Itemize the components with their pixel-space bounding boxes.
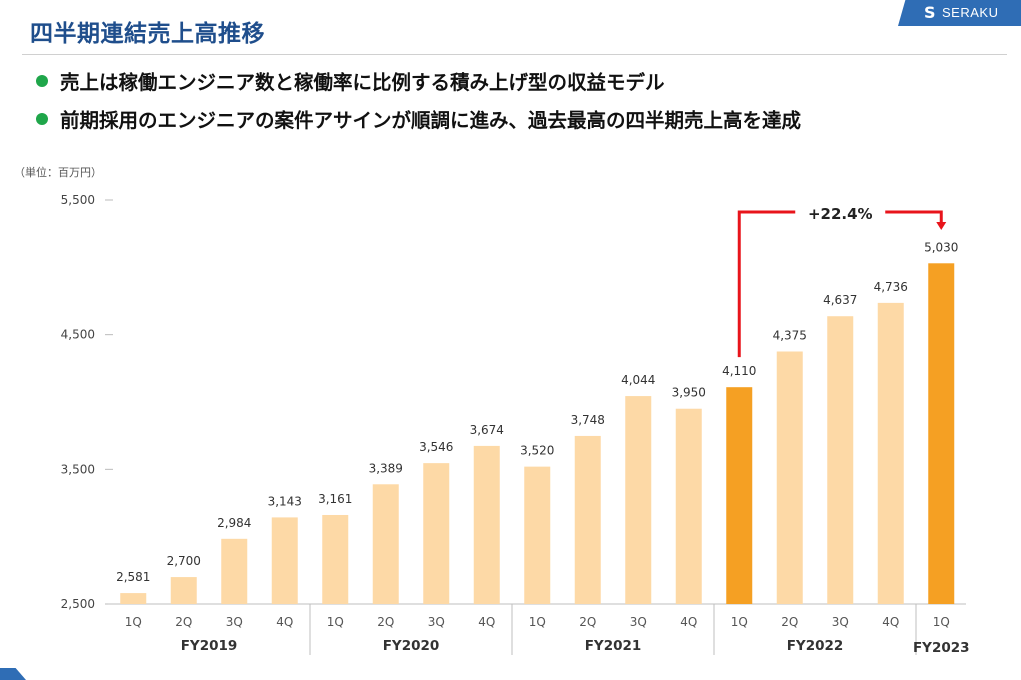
data-label: 3,674 <box>470 423 504 437</box>
fiscal-year-label: FY2021 <box>585 638 642 654</box>
bar <box>776 351 803 604</box>
bar <box>877 302 904 604</box>
x-tick-label: 1Q <box>125 615 142 629</box>
bar <box>221 538 248 604</box>
x-tick-label: 2Q <box>781 615 798 629</box>
x-tick-label: 4Q <box>478 615 495 629</box>
y-tick-label: 2,500 <box>61 597 95 611</box>
logo-mark-icon: S <box>924 3 936 22</box>
x-tick-label: 4Q <box>680 615 697 629</box>
data-label: 3,520 <box>520 444 554 458</box>
data-label: 3,161 <box>318 492 352 506</box>
x-tick-label: 3Q <box>428 615 445 629</box>
x-tick-label: 2Q <box>175 615 192 629</box>
bar <box>120 593 147 604</box>
data-label: 4,044 <box>621 373 655 387</box>
x-tick-label: 1Q <box>327 615 344 629</box>
arrow-head-icon <box>936 222 947 230</box>
bar <box>574 435 601 604</box>
title-divider <box>22 54 1007 55</box>
fiscal-year-label: FY2019 <box>181 638 238 654</box>
x-tick-label: 1Q <box>731 615 748 629</box>
data-label: 5,030 <box>924 240 958 254</box>
data-label: 3,546 <box>419 440 453 454</box>
fiscal-year-label: FY2020 <box>383 638 440 654</box>
unit-label: （単位：百万円） <box>14 165 102 179</box>
y-tick-label: 4,500 <box>61 328 95 342</box>
data-label: 3,389 <box>369 461 403 475</box>
data-label: 4,736 <box>874 280 908 294</box>
data-label: 4,375 <box>773 329 807 343</box>
x-tick-label: 4Q <box>882 615 899 629</box>
x-tick-label: 1Q <box>933 615 950 629</box>
x-tick-label: 2Q <box>579 615 596 629</box>
x-tick-label: 2Q <box>377 615 394 629</box>
bar <box>675 408 702 604</box>
bullet-dot-icon <box>36 113 48 125</box>
x-tick-label: 3Q <box>832 615 849 629</box>
data-label: 2,984 <box>217 516 251 530</box>
logo-text: SERAKU <box>942 5 999 20</box>
fiscal-year-label: FY2022 <box>787 638 844 654</box>
bar <box>372 484 399 604</box>
seraku-logo: S SERAKU <box>898 0 1021 26</box>
bar <box>423 463 450 604</box>
bar <box>524 466 551 604</box>
bullet-dot-icon <box>36 75 48 87</box>
bar <box>726 387 753 604</box>
bullet-text: 売上は稼働エンジニア数と稼働率に比例する積み上げ型の収益モデル <box>60 71 665 94</box>
bar <box>928 263 955 604</box>
data-label: 2,700 <box>167 554 201 568</box>
page-title: 四半期連結売上高推移 <box>30 21 265 47</box>
bar <box>170 577 197 604</box>
x-tick-label: 1Q <box>529 615 546 629</box>
bar <box>625 396 652 604</box>
data-label: 4,637 <box>823 293 857 307</box>
y-tick-label: 5,500 <box>61 193 95 207</box>
x-tick-label: 4Q <box>276 615 293 629</box>
bullet-item: 売上は稼働エンジニア数と稼働率に比例する積み上げ型の収益モデル <box>36 66 665 95</box>
x-tick-label: 3Q <box>630 615 647 629</box>
bar <box>271 517 298 604</box>
growth-arrow-left <box>737 210 796 358</box>
y-tick-label: 3,500 <box>61 462 95 476</box>
bar <box>473 445 500 604</box>
data-label: 4,110 <box>722 364 756 378</box>
growth-annotation: +22.4% <box>808 205 873 223</box>
growth-arrow-right <box>885 210 943 222</box>
data-label: 3,950 <box>672 386 706 400</box>
data-label: 3,143 <box>268 494 302 508</box>
data-label: 2,581 <box>116 570 150 584</box>
bar <box>827 316 854 604</box>
bar <box>322 514 349 604</box>
fiscal-year-label: FY2023 <box>913 640 970 656</box>
bullet-text: 前期採用のエンジニアの案件アサインが順調に進み、過去最高の四半期売上高を達成 <box>60 109 802 132</box>
bullet-item: 前期採用のエンジニアの案件アサインが順調に進み、過去最高の四半期売上高を達成 <box>36 104 801 133</box>
data-label: 3,748 <box>571 413 605 427</box>
x-tick-label: 3Q <box>226 615 243 629</box>
